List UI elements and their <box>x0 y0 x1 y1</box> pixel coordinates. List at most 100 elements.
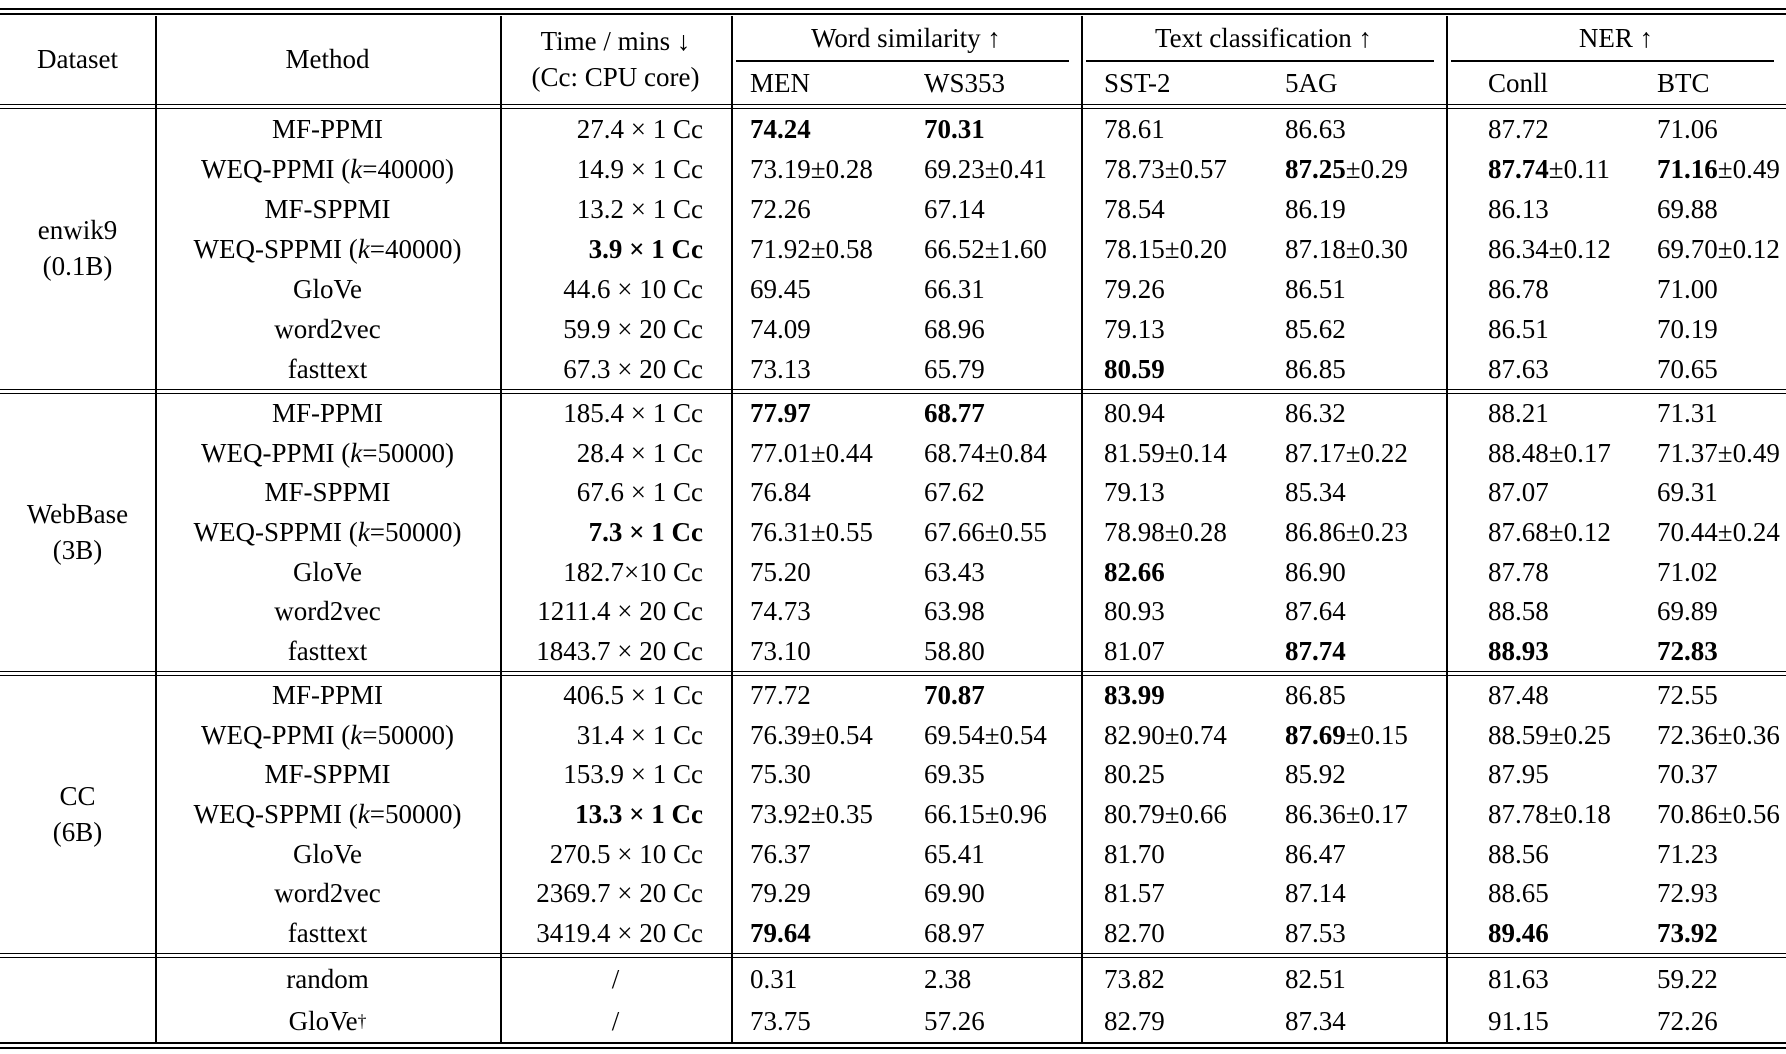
time-cell: 406.5 × 1 Cc <box>563 680 703 711</box>
metric-cell: 80.93 <box>1104 596 1165 627</box>
metric-cell: 76.84 <box>750 477 811 508</box>
metric-cell: 81.07 <box>1104 635 1165 666</box>
metric-cell: 86.51 <box>1488 313 1549 344</box>
metric-cell: 71.37±0.49 <box>1657 437 1780 468</box>
metric-cell: 73.10 <box>750 635 811 666</box>
column-divider <box>1446 16 1448 1042</box>
dataset-label: WebBase (3B) <box>26 498 129 565</box>
metric-cell: 69.88 <box>1657 193 1718 224</box>
metric-cell: 87.78 <box>1488 556 1549 587</box>
method-cell: random <box>286 963 369 994</box>
metric-cell: 77.97 <box>750 398 811 429</box>
dataset-label: CC (6B) <box>52 780 103 847</box>
method-cell: GloVe <box>293 556 362 587</box>
time-cell: / <box>611 1005 620 1036</box>
header-time-line2: (Cc: CPU core) <box>531 61 700 92</box>
dataset-block: CC (6B) MF-PPMI 406.5 × 1 Cc 77.72 70.87 83.99… <box>0 676 1786 953</box>
metric-cell: 88.56 <box>1488 838 1549 869</box>
metric-cell: 77.01±0.44 <box>750 437 873 468</box>
metric-cell: 86.36±0.17 <box>1285 798 1408 829</box>
metric-cell: 68.96 <box>924 313 985 344</box>
metric-cell: 75.20 <box>750 556 811 587</box>
metric-cell: 88.59±0.25 <box>1488 719 1611 750</box>
time-cell: 3.9 × 1 Cc <box>588 233 703 264</box>
method-cell: MF-PPMI <box>271 113 384 144</box>
metric-cell: 67.62 <box>924 477 985 508</box>
metric-cell: 87.95 <box>1488 759 1549 790</box>
metric-cell: 78.15±0.20 <box>1104 233 1227 264</box>
metric-cell: 73.75 <box>750 1005 811 1036</box>
metric-cell: 83.99 <box>1104 680 1165 711</box>
metric-cell: 69.89 <box>1657 596 1718 627</box>
method-cell: MF-PPMI <box>271 680 384 711</box>
table-top-rule <box>0 8 1786 15</box>
metric-cell: 80.79±0.66 <box>1104 798 1227 829</box>
time-cell: 13.3 × 1 Cc <box>575 798 703 829</box>
metric-cell: 78.61 <box>1104 113 1165 144</box>
metric-cell: 2.38 <box>924 963 972 994</box>
time-cell: 67.6 × 1 Cc <box>576 477 703 508</box>
header-method: Method <box>285 44 370 74</box>
group-underline <box>736 60 1069 62</box>
method-cell: WEQ-SPPMI (k =50000) <box>193 516 462 547</box>
metric-cell: 69.23±0.41 <box>924 153 1047 184</box>
metric-cell: 69.35 <box>924 759 985 790</box>
metric-cell: 82.70 <box>1104 917 1165 948</box>
method-cell: WEQ-PPMI (k =40000) <box>201 153 454 184</box>
method-cell: fasttext <box>287 635 368 666</box>
metric-cell: 87.74 <box>1285 635 1346 666</box>
block-separator-rule <box>0 389 1786 394</box>
metric-cell: 91.15 <box>1488 1005 1549 1036</box>
metric-cell: 67.66±0.55 <box>924 516 1047 547</box>
metric-cell: 72.93 <box>1657 878 1718 909</box>
table-bottom-rule <box>0 1042 1786 1049</box>
header-group-text-classification: Text classification ↑ <box>1081 15 1446 62</box>
metric-cell: 72.26 <box>750 193 811 224</box>
metric-cell: 71.16 ±0.49 <box>1657 153 1780 184</box>
time-cell: 153.9 × 1 Cc <box>563 759 703 790</box>
metric-cell: 86.90 <box>1285 556 1346 587</box>
metric-cell: 87.53 <box>1285 917 1346 948</box>
metric-cell: 72.26 <box>1657 1005 1718 1036</box>
method-cell: MF-SPPMI <box>264 477 391 508</box>
metric-cell: 0.31 <box>750 963 798 994</box>
results-table: Dataset Method Time / mins ↓ (Cc: CPU co… <box>0 8 1786 1049</box>
metric-cell: 87.48 <box>1488 680 1549 711</box>
header-sub-ws353: WS353 <box>924 67 1005 98</box>
method-cell: WEQ-PPMI (k =50000) <box>201 437 454 468</box>
metric-cell: 71.00 <box>1657 273 1718 304</box>
dataset-label <box>0 958 155 1042</box>
metric-cell: 76.31±0.55 <box>750 516 873 547</box>
metric-cell: 79.13 <box>1104 313 1165 344</box>
metric-cell: 73.82 <box>1104 963 1165 994</box>
time-cell: 182.7×10 Cc <box>563 556 703 587</box>
metric-cell: 69.45 <box>750 273 811 304</box>
metric-cell: 71.23 <box>1657 838 1718 869</box>
time-cell: 31.4 × 1 Cc <box>576 719 703 750</box>
time-cell: 185.4 × 1 Cc <box>563 398 703 429</box>
dataset-label: enwik9 (0.1B) <box>37 215 118 281</box>
column-divider <box>500 16 502 1042</box>
metric-cell: 80.59 <box>1104 353 1165 384</box>
metric-cell: 86.63 <box>1285 113 1346 144</box>
dataset-block: enwik9 (0.1B) MF-PPMI 27.4 × 1 Cc 74.24 70.31… <box>0 109 1786 389</box>
method-cell: word2vec <box>274 878 381 909</box>
metric-cell: 79.29 <box>750 878 811 909</box>
metric-cell: 78.54 <box>1104 193 1165 224</box>
metric-cell: 69.70±0.12 <box>1657 233 1780 264</box>
time-cell: 67.3 × 20 Cc <box>563 353 703 384</box>
group-label: Text classification ↑ <box>1154 23 1373 53</box>
metric-cell: 80.94 <box>1104 398 1165 429</box>
metric-cell: 66.15±0.96 <box>924 798 1047 829</box>
metric-cell: 86.13 <box>1488 193 1549 224</box>
metric-cell: 72.83 <box>1657 635 1718 666</box>
metric-cell: 73.19±0.28 <box>750 153 873 184</box>
metric-cell: 87.74 ±0.11 <box>1488 153 1610 184</box>
metric-cell: 88.65 <box>1488 878 1549 909</box>
time-cell: 14.9 × 1 Cc <box>576 153 703 184</box>
method-cell: fasttext <box>287 917 368 948</box>
time-cell: 7.3 × 1 Cc <box>588 516 703 547</box>
time-cell: 270.5 × 10 Cc <box>549 838 703 869</box>
time-cell: 1211.4 × 20 Cc <box>537 596 703 627</box>
